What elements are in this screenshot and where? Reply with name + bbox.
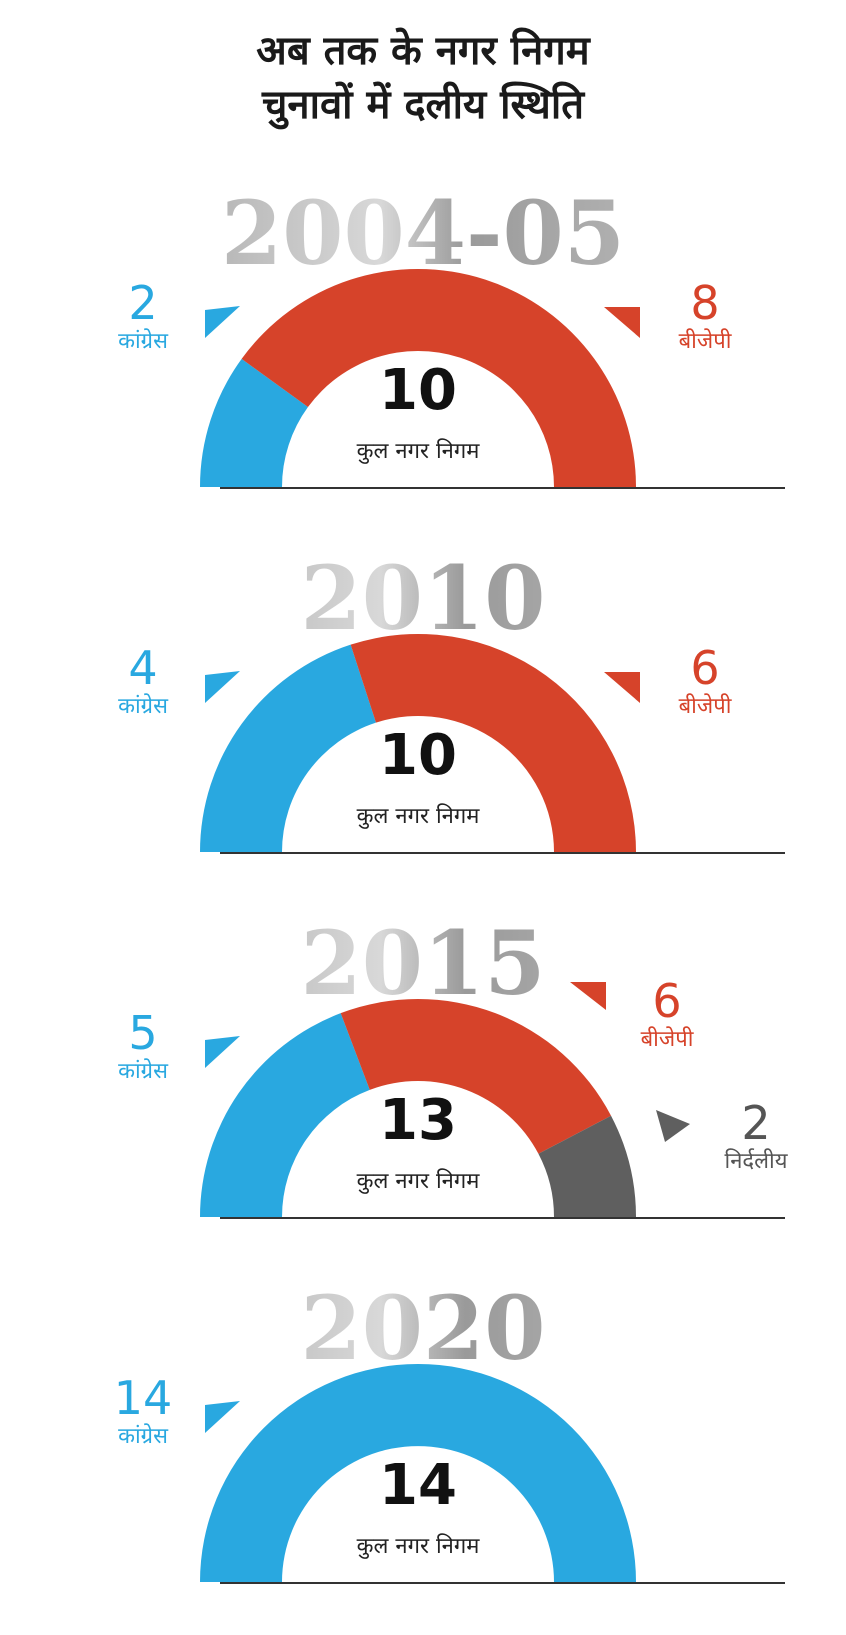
infographic-title: अब तक के नगर निगम चुनावों में दलीय स्थित… — [0, 24, 846, 132]
congress-pointer — [205, 306, 240, 338]
congress-pointer — [205, 1036, 240, 1068]
bjp-seats: 6 — [652, 974, 682, 1028]
congress-seats: 14 — [113, 1371, 173, 1425]
slice-bjp — [241, 269, 637, 487]
title-line-1: अब तक के नगर निगम — [256, 28, 590, 74]
total-label: कुल नगर निगम — [356, 1534, 480, 1559]
total-count: 10 — [379, 358, 457, 423]
total-label: कुल नगर निगम — [356, 804, 480, 829]
slice-congress — [200, 358, 308, 487]
total-count: 14 — [379, 1453, 457, 1518]
slice-congress — [200, 1364, 636, 1582]
slice-congress — [200, 1013, 370, 1217]
independent-seats: 2 — [741, 1096, 771, 1150]
bjp-seats: 8 — [690, 276, 720, 330]
total-count: 13 — [379, 1088, 457, 1153]
bjp-pointer — [570, 982, 606, 1010]
congress-name: कांग्रेस — [118, 694, 168, 719]
chart-panel-2020: 2020 14 कांग्रेस 14 कुल नगर निगम — [0, 1265, 846, 1635]
slice-bjp — [340, 999, 612, 1154]
congress-seats: 2 — [128, 276, 158, 330]
bjp-name: बीजेपी — [678, 694, 732, 719]
congress-name: कांग्रेस — [118, 329, 168, 354]
congress-label: 4 कांग्रेस — [88, 643, 198, 721]
bjp-pointer — [604, 672, 640, 703]
bjp-label: 6 बीजेपी — [612, 976, 722, 1054]
donut-svg — [200, 269, 785, 489]
congress-seats: 5 — [128, 1006, 158, 1060]
congress-pointer — [205, 1401, 240, 1433]
slice-independent — [538, 1115, 636, 1217]
bjp-seats: 6 — [690, 641, 720, 695]
total-label: कुल नगर निगम — [356, 1169, 480, 1194]
donut-svg — [200, 982, 785, 1219]
year-heading: 2015 — [0, 918, 846, 1008]
donut-svg — [200, 634, 785, 854]
bjp-name: बीजेपी — [640, 1027, 694, 1052]
total-count: 10 — [379, 723, 457, 788]
chart-panel-2010: 2010 4 कांग्रेस 6 बीजेपी 10 कुल नगर निगम — [0, 535, 846, 905]
bjp-pointer — [604, 307, 640, 338]
congress-pointer — [205, 671, 240, 703]
bjp-label: 8 बीजेपी — [650, 278, 760, 356]
bjp-label: 6 बीजेपी — [650, 643, 760, 721]
independent-name: निर्दलीय — [724, 1149, 788, 1174]
congress-name: कांग्रेस — [118, 1059, 168, 1084]
bjp-name: बीजेपी — [678, 329, 732, 354]
congress-name: कांग्रेस — [118, 1424, 168, 1449]
independent-pointer — [656, 1110, 690, 1142]
slice-congress — [200, 644, 376, 852]
independent-label: 2 निर्दलीय — [696, 1098, 816, 1176]
title-line-2: चुनावों में दलीय स्थिति — [261, 82, 585, 128]
year-heading: 2004-05 — [0, 188, 846, 278]
chart-panel-2004-05: 2004-05 2 कांग्रेस 8 बीजेपी 10 कुल नगर न… — [0, 170, 846, 540]
congress-label: 14 कांग्रेस — [88, 1373, 198, 1451]
donut-svg — [200, 1364, 785, 1584]
slice-bjp — [350, 634, 636, 852]
congress-seats: 4 — [128, 641, 158, 695]
congress-label: 5 कांग्रेस — [88, 1008, 198, 1086]
total-label: कुल नगर निगम — [356, 439, 480, 464]
year-heading: 2010 — [0, 553, 846, 643]
congress-label: 2 कांग्रेस — [88, 278, 198, 356]
year-heading: 2020 — [0, 1283, 846, 1373]
chart-panel-2015: 2015 5 कांग्रेस 6 बीजेपी 2 निर्दलीय 13 क… — [0, 900, 846, 1270]
